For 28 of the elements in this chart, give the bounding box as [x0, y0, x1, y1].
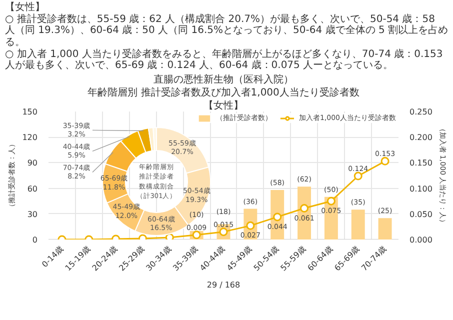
bar	[351, 210, 365, 240]
point	[273, 212, 282, 222]
y-tick-label: 90	[27, 158, 38, 168]
y-tick-label: 30	[27, 210, 38, 220]
y-tick-label: 0	[32, 236, 38, 245]
chart-title: 直腸の悪性新生物（医科入院）	[154, 74, 294, 86]
point	[192, 230, 201, 240]
text: 【女性】	[5, 2, 46, 14]
text: ○ 加入者 1,000 人当たり受診者数をみると、年齢階層が上がるほど多くなり、70-74 歳：0.153 人が最も多く、次いで、65-69 歳：0.124 人、60-64 歳：0.075 人ーとなっている。	[5, 48, 444, 72]
text: 29 / 168	[206, 280, 240, 290]
y2-tick-label: 0.050	[410, 210, 432, 220]
y2-tick-label: 0.200	[410, 133, 432, 142]
y2-tick-label: 0.000	[410, 236, 432, 245]
text: 【女性】	[204, 100, 244, 112]
y-tick-label: 60	[27, 184, 38, 194]
y-tick-label: 150	[22, 108, 38, 117]
chart-subtitle: 年齢階層別 推計受診者数及び加入者1,000人当たり受診者数	[88, 86, 360, 99]
y-tick-label: 120	[22, 133, 38, 142]
y2-tick-label: 0.100	[410, 184, 432, 194]
point	[380, 157, 390, 166]
point	[165, 233, 174, 240]
point	[354, 172, 362, 180]
bar	[378, 218, 392, 240]
text: ○ 推計受診者数は、55-59 歳：62 人（構成割合 20.7%）が最も多く、次いで、50-54 歳：58 人（同 19.3%）、60-64 歳：50 人（同 16.5%となっており、50-64 歳で全体の 5 割以上を占める。	[5, 14, 448, 48]
point	[326, 196, 336, 206]
point	[300, 204, 309, 213]
y2-tick-label: 0.150	[410, 158, 432, 168]
y2-tick-label: 0.250	[410, 108, 432, 117]
